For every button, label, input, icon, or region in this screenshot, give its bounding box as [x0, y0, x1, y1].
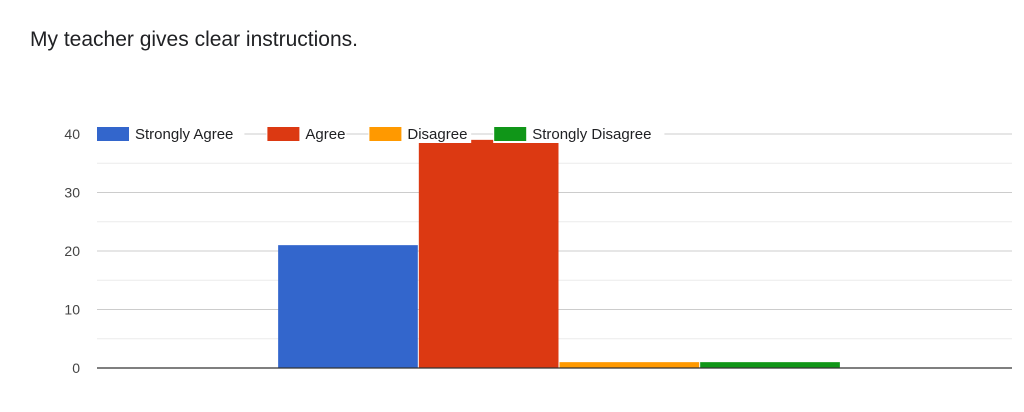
legend-swatch [267, 127, 300, 141]
legend-item-bg [96, 125, 245, 143]
bars [278, 139, 840, 368]
legend-label: Disagree [407, 126, 467, 143]
y-axis: 0 10 20 30 40 [64, 126, 80, 376]
legend-label: Strongly Agree [135, 126, 233, 143]
legend-item: Agree [266, 125, 347, 143]
legend-swatch [369, 127, 402, 141]
bar-disagree [559, 362, 700, 368]
y-tick-label: 20 [64, 243, 80, 259]
legend-item: Strongly Agree [96, 125, 245, 143]
chart-title: My teacher gives clear instructions. [30, 28, 358, 51]
legend-swatch [494, 127, 527, 141]
legend-item-bg [493, 125, 665, 143]
legend-label: Agree [305, 126, 345, 143]
legend-swatch [97, 127, 129, 141]
y-tick-label: 0 [72, 360, 80, 376]
legend-item: Disagree [368, 125, 472, 143]
bar-agree [418, 139, 559, 368]
bar-strongly-agree [278, 245, 418, 368]
bar-strongly-disagree [700, 362, 840, 368]
y-tick-label: 10 [64, 302, 80, 318]
legend-label: Strongly Disagree [532, 126, 651, 143]
y-tick-label: 40 [64, 126, 80, 142]
legend-item: Strongly Disagree [493, 125, 665, 143]
y-tick-label: 30 [64, 185, 80, 201]
legend: Strongly Agree Agree Disagree Strongly Disa… [96, 125, 665, 143]
